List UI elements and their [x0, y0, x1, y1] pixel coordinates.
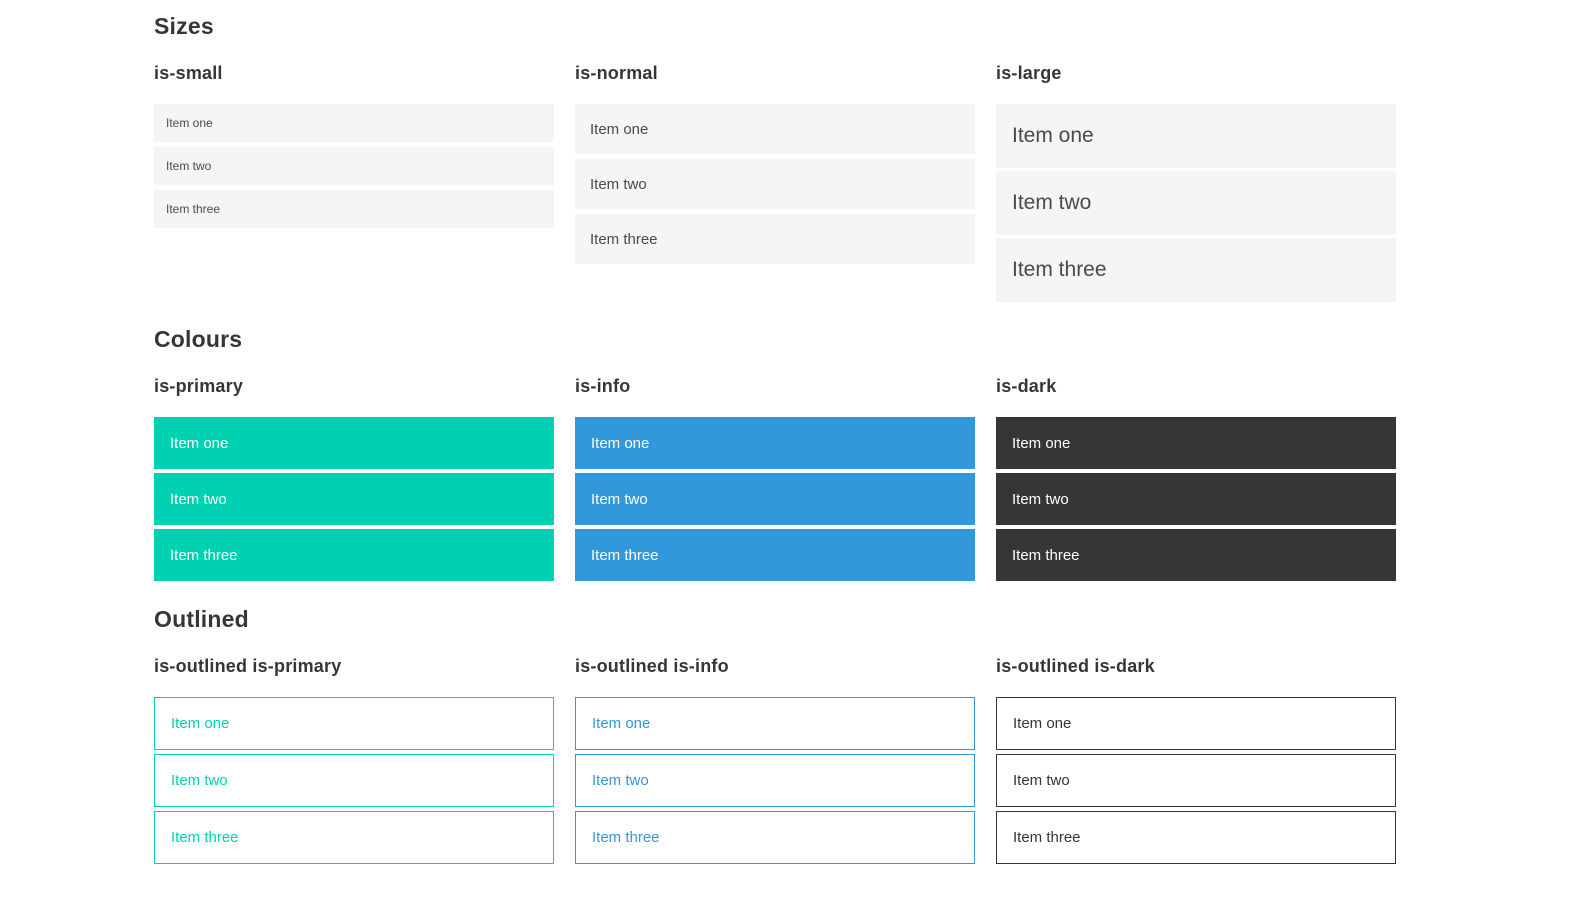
list-large: Item one Item two Item three [996, 104, 1396, 305]
list-item[interactable]: Item two [154, 473, 554, 525]
list-item[interactable]: Item two [575, 159, 975, 209]
list-item[interactable]: Item one [996, 697, 1396, 750]
list-dark: Item one Item two Item three [996, 417, 1396, 585]
list-item[interactable]: Item three [154, 190, 554, 228]
list-item[interactable]: Item one [154, 104, 554, 142]
list-item[interactable]: Item three [996, 529, 1396, 581]
list-item[interactable]: Item one [154, 417, 554, 469]
group-is-info: is-info Item one Item two Item three [575, 375, 975, 585]
section-colours: Colours is-primary Item one Item two Ite… [154, 325, 1396, 585]
list-item[interactable]: Item three [154, 529, 554, 581]
list-item[interactable]: Item two [575, 473, 975, 525]
list-item[interactable]: Item two [996, 754, 1396, 807]
list-item[interactable]: Item three [996, 238, 1396, 302]
list-outlined-info: Item one Item two Item three [575, 697, 975, 868]
list-info: Item one Item two Item three [575, 417, 975, 585]
list-item[interactable]: Item one [154, 697, 554, 750]
section-title-colours: Colours [154, 326, 243, 352]
group-is-outlined-is-info: is-outlined is-info Item one Item two It… [575, 655, 975, 868]
list-outlined-primary: Item one Item two Item three [154, 697, 554, 868]
list-item[interactable]: Item two [154, 147, 554, 185]
list-item[interactable]: Item two [154, 754, 554, 807]
list-item[interactable]: Item two [996, 171, 1396, 235]
list-item[interactable]: Item three [575, 529, 975, 581]
list-item[interactable]: Item one [575, 697, 975, 750]
group-is-primary: is-primary Item one Item two Item three [154, 375, 554, 585]
list-item[interactable]: Item three [154, 811, 554, 864]
group-heading-is-primary: is-primary [154, 376, 244, 396]
group-heading-is-large: is-large [996, 63, 1062, 83]
group-heading-is-normal: is-normal [575, 63, 658, 83]
group-is-dark: is-dark Item one Item two Item three [996, 375, 1396, 585]
colours-columns: is-primary Item one Item two Item three … [154, 375, 1396, 585]
list-item[interactable]: Item three [575, 214, 975, 264]
section-title-outlined: Outlined [154, 606, 249, 632]
list-small: Item one Item two Item three [154, 104, 554, 233]
list-item[interactable]: Item one [575, 417, 975, 469]
section-outlined: Outlined is-outlined is-primary Item one… [154, 605, 1396, 868]
list-item[interactable]: Item three [996, 811, 1396, 864]
group-heading-is-small: is-small [154, 63, 223, 83]
group-heading-is-dark: is-dark [996, 376, 1057, 396]
sizes-columns: is-small Item one Item two Item three is… [154, 62, 1396, 305]
section-sizes: Sizes is-small Item one Item two Item th… [154, 12, 1396, 305]
list-item[interactable]: Item three [575, 811, 975, 864]
style-guide-page: Sizes is-small Item one Item two Item th… [154, 12, 1396, 868]
list-normal: Item one Item two Item three [575, 104, 975, 269]
list-item[interactable]: Item two [575, 754, 975, 807]
group-heading-is-info: is-info [575, 376, 631, 396]
group-heading-is-outlined-is-dark: is-outlined is-dark [996, 656, 1155, 676]
group-heading-is-outlined-is-info: is-outlined is-info [575, 656, 729, 676]
list-item[interactable]: Item one [575, 104, 975, 154]
list-item[interactable]: Item one [996, 104, 1396, 168]
group-is-outlined-is-dark: is-outlined is-dark Item one Item two It… [996, 655, 1396, 868]
group-is-small: is-small Item one Item two Item three [154, 62, 554, 305]
group-is-normal: is-normal Item one Item two Item three [575, 62, 975, 305]
list-item[interactable]: Item one [996, 417, 1396, 469]
list-primary: Item one Item two Item three [154, 417, 554, 585]
list-outlined-dark: Item one Item two Item three [996, 697, 1396, 868]
group-is-outlined-is-primary: is-outlined is-primary Item one Item two… [154, 655, 554, 868]
group-heading-is-outlined-is-primary: is-outlined is-primary [154, 656, 342, 676]
list-item[interactable]: Item two [996, 473, 1396, 525]
outlined-columns: is-outlined is-primary Item one Item two… [154, 655, 1396, 868]
section-title-sizes: Sizes [154, 13, 214, 39]
group-is-large: is-large Item one Item two Item three [996, 62, 1396, 305]
